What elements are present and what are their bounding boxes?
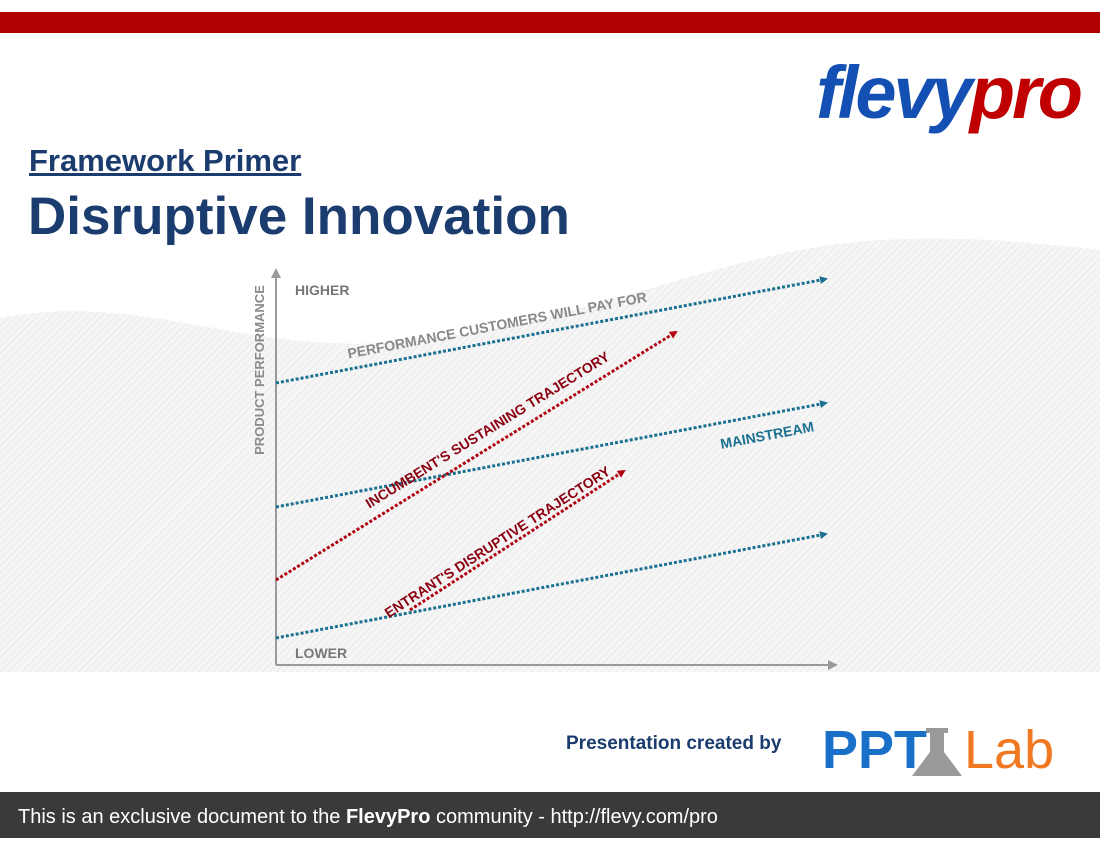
title: Disruptive Innovation [28,187,570,246]
logo-part: flevy [816,51,973,134]
footer-text: community - http://flevy.com/pro [436,806,718,828]
pptlab-lab: Lab [964,720,1055,780]
disruptive-arrow [409,469,626,612]
credit-text: Presentation created by [566,733,782,754]
subtitle: Framework Primer [29,143,302,178]
logo-part: pro [969,51,1083,134]
flevypro-logo: flevypro [816,48,1083,138]
mainstream-line [275,400,828,509]
lower-label: LOWER [295,645,347,661]
higher-label: HIGHER [295,282,349,298]
pptlab-ppt: PPT [822,720,928,780]
footer: This is an exclusive document to the Fle… [0,792,1100,838]
sustaining-arrow [275,330,678,582]
background-wave [0,238,1100,673]
y-axis-label: PRODUCT PERFORMANCE [252,285,267,455]
footer-brand: FlevyPro [345,806,431,828]
flask-icon [912,728,962,776]
footer-text: This is an exclusive document to the [18,806,341,828]
customer-line [275,276,828,385]
top-bar [0,12,1100,33]
low-end-line [275,531,828,640]
